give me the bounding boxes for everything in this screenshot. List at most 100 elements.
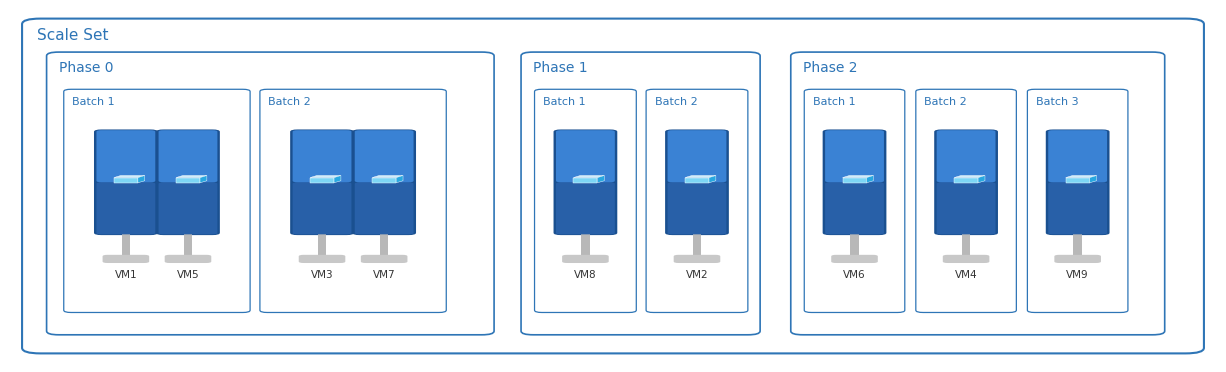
FancyBboxPatch shape (1027, 89, 1128, 312)
FancyBboxPatch shape (158, 130, 217, 182)
Text: Batch 2: Batch 2 (268, 97, 311, 108)
Polygon shape (114, 177, 137, 183)
Text: Batch 2: Batch 2 (655, 97, 698, 108)
FancyBboxPatch shape (97, 182, 156, 234)
Polygon shape (867, 176, 873, 183)
Polygon shape (954, 176, 984, 177)
Polygon shape (396, 176, 403, 183)
Polygon shape (373, 177, 396, 183)
FancyBboxPatch shape (557, 130, 614, 182)
FancyBboxPatch shape (934, 129, 998, 235)
Text: VM5: VM5 (177, 270, 200, 280)
Polygon shape (574, 176, 604, 177)
FancyBboxPatch shape (164, 255, 211, 263)
FancyBboxPatch shape (667, 182, 727, 234)
FancyBboxPatch shape (554, 129, 617, 235)
FancyBboxPatch shape (916, 89, 1016, 312)
FancyBboxPatch shape (64, 89, 250, 312)
FancyBboxPatch shape (1046, 129, 1110, 235)
FancyBboxPatch shape (1054, 255, 1101, 263)
FancyBboxPatch shape (22, 19, 1204, 353)
Polygon shape (1065, 177, 1090, 183)
FancyBboxPatch shape (158, 182, 217, 234)
Bar (380, 234, 389, 255)
Polygon shape (333, 176, 341, 183)
Bar (121, 234, 130, 255)
Text: Batch 1: Batch 1 (813, 97, 856, 108)
FancyBboxPatch shape (97, 130, 156, 182)
Bar (1074, 234, 1083, 255)
Text: VM9: VM9 (1067, 270, 1089, 280)
FancyBboxPatch shape (937, 182, 996, 234)
FancyBboxPatch shape (825, 130, 884, 182)
Polygon shape (177, 177, 200, 183)
FancyBboxPatch shape (354, 130, 413, 182)
Polygon shape (137, 176, 145, 183)
FancyBboxPatch shape (299, 255, 346, 263)
FancyBboxPatch shape (156, 129, 219, 235)
Text: Phase 2: Phase 2 (803, 61, 857, 76)
Bar (962, 234, 971, 255)
FancyBboxPatch shape (674, 255, 721, 263)
Text: VM1: VM1 (114, 270, 137, 280)
FancyBboxPatch shape (667, 130, 727, 182)
FancyBboxPatch shape (293, 130, 352, 182)
Text: Batch 1: Batch 1 (543, 97, 586, 108)
Text: Phase 1: Phase 1 (533, 61, 588, 76)
FancyBboxPatch shape (1048, 130, 1107, 182)
Polygon shape (954, 177, 978, 183)
Polygon shape (685, 177, 709, 183)
FancyBboxPatch shape (557, 182, 614, 234)
FancyBboxPatch shape (825, 182, 884, 234)
Polygon shape (310, 177, 333, 183)
Bar (851, 234, 859, 255)
Polygon shape (709, 176, 716, 183)
Text: VM2: VM2 (685, 270, 709, 280)
FancyBboxPatch shape (103, 255, 150, 263)
FancyBboxPatch shape (360, 255, 407, 263)
FancyBboxPatch shape (804, 89, 905, 312)
Polygon shape (177, 176, 207, 177)
FancyBboxPatch shape (646, 89, 748, 312)
Polygon shape (842, 176, 873, 177)
FancyBboxPatch shape (293, 182, 352, 234)
FancyBboxPatch shape (260, 89, 446, 312)
Bar (318, 234, 326, 255)
FancyBboxPatch shape (47, 52, 494, 335)
Bar (184, 234, 192, 255)
FancyBboxPatch shape (666, 129, 729, 235)
FancyBboxPatch shape (352, 129, 416, 235)
FancyBboxPatch shape (823, 129, 886, 235)
Polygon shape (114, 176, 145, 177)
Polygon shape (685, 176, 716, 177)
Polygon shape (597, 176, 604, 183)
Text: Phase 0: Phase 0 (59, 61, 113, 76)
Text: VM3: VM3 (310, 270, 333, 280)
Text: VM4: VM4 (955, 270, 977, 280)
FancyBboxPatch shape (1048, 182, 1107, 234)
Text: Scale Set: Scale Set (37, 28, 108, 43)
Polygon shape (373, 176, 403, 177)
FancyBboxPatch shape (354, 182, 413, 234)
FancyBboxPatch shape (937, 130, 996, 182)
FancyBboxPatch shape (562, 255, 608, 263)
Polygon shape (310, 176, 341, 177)
Text: Batch 3: Batch 3 (1036, 97, 1079, 108)
Polygon shape (842, 177, 867, 183)
Polygon shape (574, 177, 597, 183)
FancyBboxPatch shape (831, 255, 878, 263)
FancyBboxPatch shape (94, 129, 158, 235)
FancyBboxPatch shape (943, 255, 989, 263)
FancyBboxPatch shape (521, 52, 760, 335)
Text: VM6: VM6 (843, 270, 866, 280)
Polygon shape (1090, 176, 1096, 183)
Text: VM7: VM7 (373, 270, 396, 280)
Polygon shape (1065, 176, 1096, 177)
Polygon shape (978, 176, 984, 183)
Text: VM8: VM8 (574, 270, 597, 280)
FancyBboxPatch shape (535, 89, 636, 312)
Bar (693, 234, 701, 255)
Text: Batch 1: Batch 1 (72, 97, 115, 108)
FancyBboxPatch shape (791, 52, 1165, 335)
Bar (581, 234, 590, 255)
